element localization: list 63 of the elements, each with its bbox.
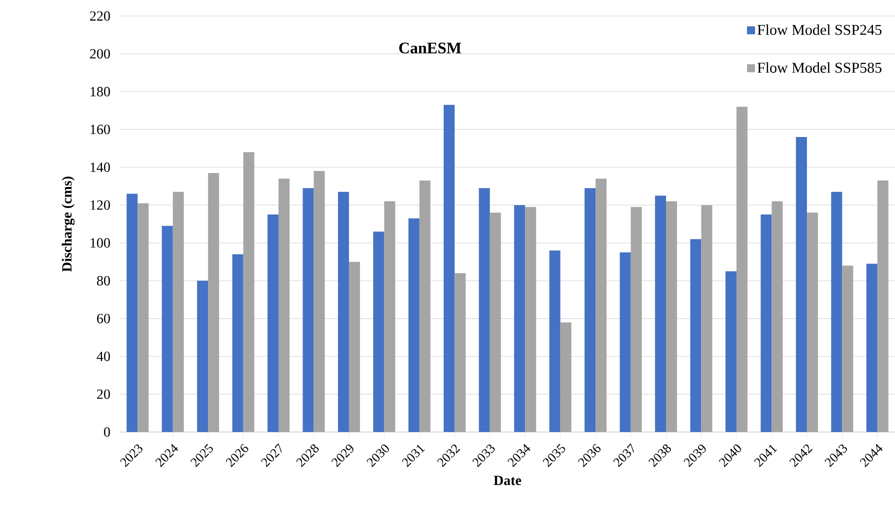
bar [736,106,748,432]
bar [278,178,290,432]
bar [842,266,854,432]
bar [338,192,349,432]
y-tick-label: 40 [96,352,110,362]
bar [454,273,466,432]
x-axis-title: Date [494,476,522,486]
bar [126,194,138,432]
bar [630,206,642,432]
bar [138,203,149,432]
y-tick-label: 160 [90,124,110,134]
bar [408,218,420,432]
bar [208,172,220,432]
bar [419,180,430,432]
y-tick-label: 220 [90,11,110,21]
bar [831,192,842,432]
bar [490,212,501,432]
y-tick-label: 200 [90,49,110,59]
bar [549,250,560,432]
bar [162,226,173,432]
bar [760,214,772,432]
y-tick-label: 120 [90,200,110,210]
bar [197,280,208,432]
y-tick-label: 80 [97,276,110,286]
x-tick-label: 2031 [402,444,425,468]
text: CanESM [399,42,462,54]
bar [666,201,678,432]
bar [232,254,244,432]
legend-label: Flow Model SSP245 [757,24,882,35]
y-tick-label: 140 [90,162,110,172]
bar [243,152,254,432]
y-tick-label: 100 [90,238,110,248]
bar [806,212,818,432]
bar [478,188,490,432]
legend-label: Flow Model SSP585 [757,62,882,73]
bar [384,201,396,432]
y-axis-title: Discharge (cms) [62,176,75,272]
bar [866,264,878,432]
bar [444,104,455,432]
bar [314,171,325,432]
bar [268,214,279,432]
y-tick-label: 0 [104,427,110,437]
bar [584,188,596,432]
bar [514,205,526,432]
bar [725,271,736,432]
bar [877,180,888,432]
bar [796,137,807,432]
y-tick-label: 20 [97,389,110,399]
bar [560,322,572,432]
bar [302,188,314,432]
bar [690,239,702,432]
y-tick-label: 60 [97,314,110,324]
y-tick-label: 180 [90,86,110,96]
x-tick-label: 2041 [754,444,778,468]
bar [772,201,783,432]
bar [596,178,607,432]
bar [525,206,536,432]
bar [373,232,384,432]
bar [620,252,631,432]
bar [701,205,712,432]
bar [172,192,184,432]
bar [348,262,360,432]
bar [655,196,666,432]
